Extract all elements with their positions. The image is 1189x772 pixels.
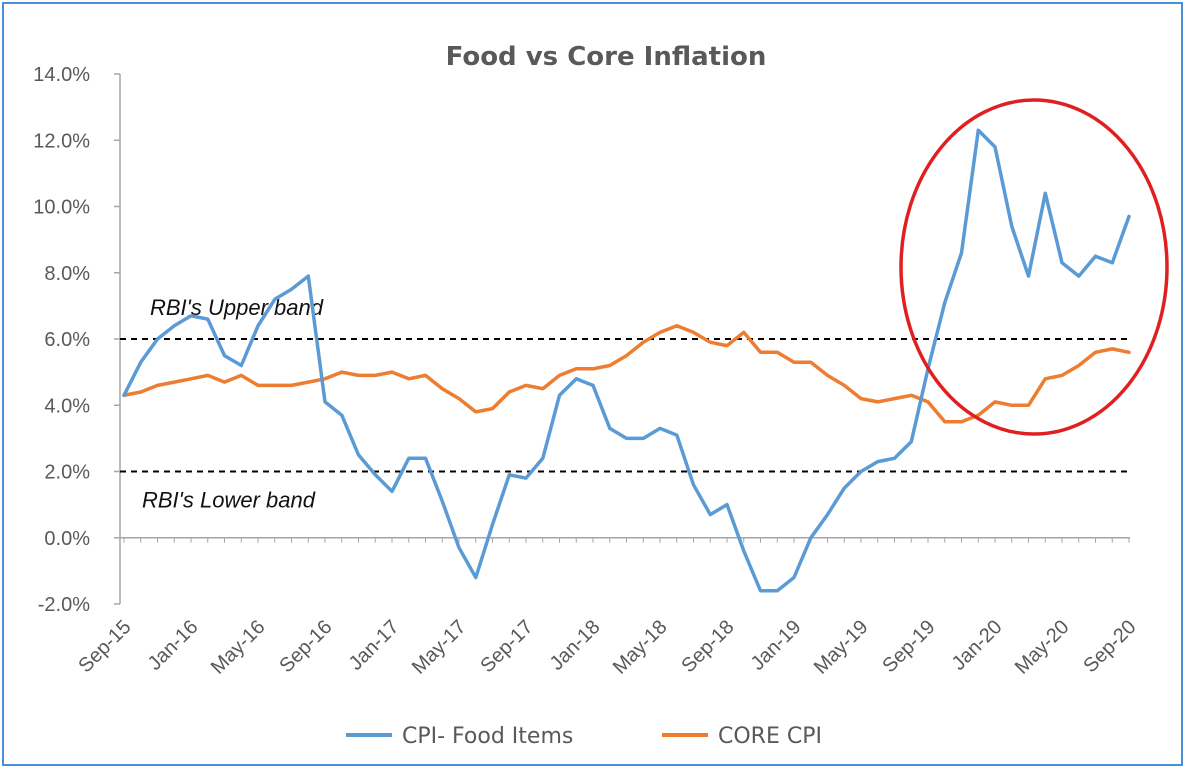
y-tick-label: 12.0%: [33, 130, 90, 152]
series-line: [122, 324, 1131, 424]
x-tick-label: May-18: [609, 616, 672, 679]
legend-label: CPI- Food Items: [402, 724, 573, 749]
x-tick-label: Sep-20: [1079, 616, 1140, 677]
x-tick-label: May-17: [408, 616, 471, 679]
x-tick-label: May-16: [207, 616, 270, 679]
y-tick-label: 8.0%: [44, 263, 90, 285]
legend-label: CORE CPI: [718, 724, 822, 749]
x-tick-label: Jan-16: [144, 616, 203, 675]
y-axis: 14.0% 12.0% 10.0% 8.0% 6.0% 4.0% 2.0% 0.0% -2.0%: [33, 64, 121, 616]
x-tick-label: Jan-20: [948, 616, 1007, 675]
y-tick-label: -2.0%: [38, 594, 90, 616]
y-tick-label: 0.0%: [44, 528, 90, 550]
x-tick-label: Jan-19: [747, 616, 806, 675]
y-tick-label: 14.0%: [33, 64, 90, 86]
y-tick-label: 2.0%: [44, 462, 90, 484]
highlight-ellipse: [899, 98, 1169, 436]
x-tick-label: Sep-19: [878, 616, 939, 677]
x-tick-label: Sep-18: [677, 616, 738, 677]
x-tick-label: May-20: [1011, 616, 1074, 679]
x-tick-label: Jan-18: [546, 616, 605, 675]
x-tick-label: Sep-17: [476, 616, 537, 677]
reference-label: RBI's Upper band: [150, 295, 324, 320]
y-tick-label: 6.0%: [44, 329, 90, 351]
reference-bands: RBI's Upper band RBI's Lower band: [120, 295, 1130, 513]
y-tick-label: 10.0%: [33, 197, 90, 219]
legend: CPI- Food Items CORE CPI: [346, 724, 822, 749]
x-tick-label: Jan-17: [345, 616, 404, 675]
x-tick-label: Sep-15: [74, 616, 135, 677]
chart-title: Food vs Core Inflation: [446, 42, 767, 72]
x-axis: Sep-15 Jan-16 May-16 Sep-16 Jan-17 May-17 Sep-…: [74, 537, 1141, 679]
x-tick-label: Sep-16: [275, 616, 336, 677]
series-lines: [122, 128, 1131, 593]
y-tick-label: 4.0%: [44, 395, 90, 417]
x-tick-label: May-19: [810, 616, 873, 679]
reference-label: RBI's Lower band: [142, 488, 316, 513]
series-line: [122, 128, 1131, 593]
